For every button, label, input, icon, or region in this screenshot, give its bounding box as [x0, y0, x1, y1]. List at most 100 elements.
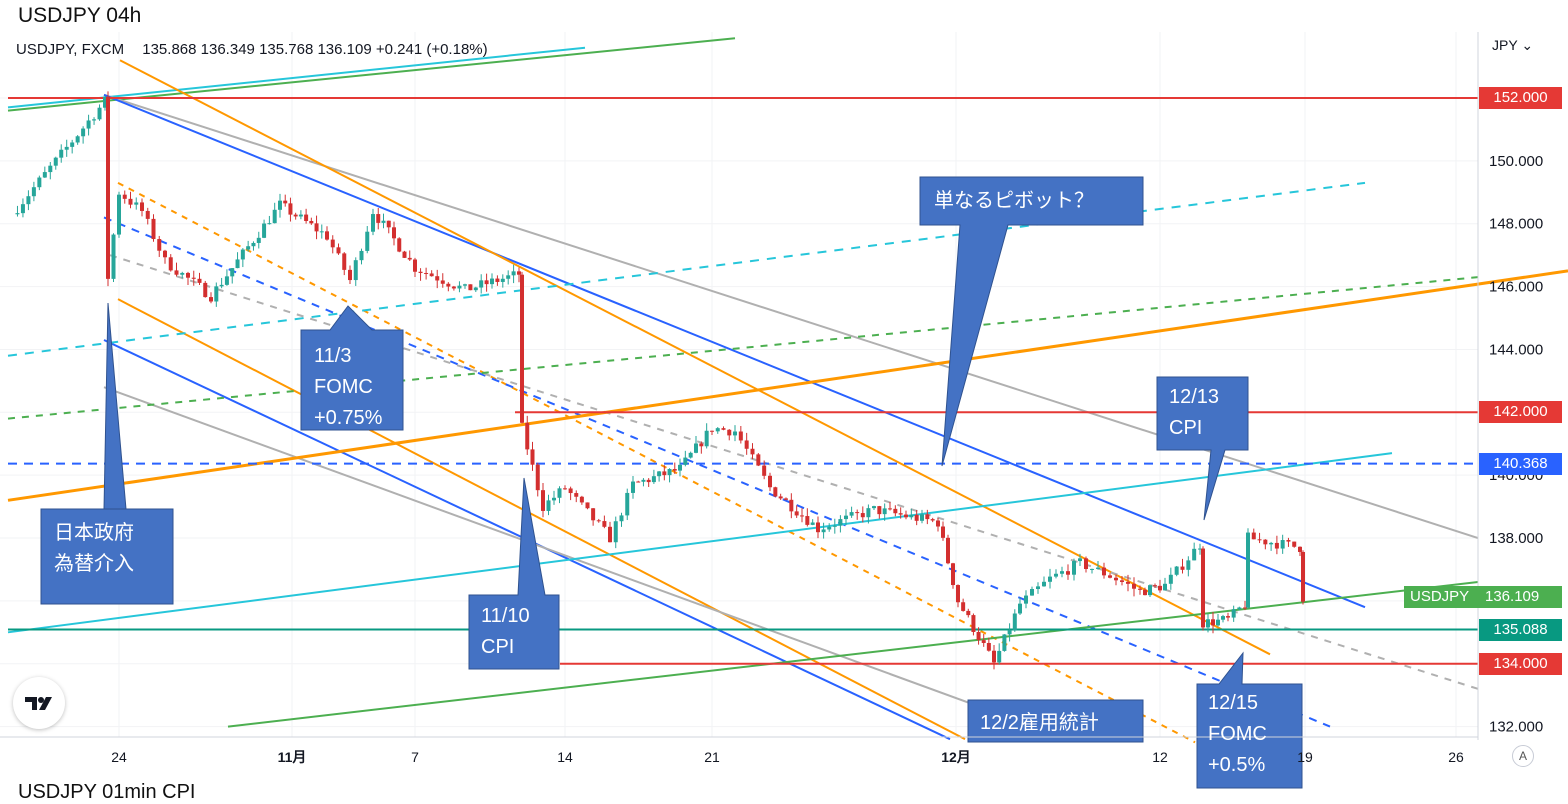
- level-lines: [8, 97, 1478, 665]
- candle-body: [1246, 532, 1250, 608]
- x-tick-label: 12: [1152, 749, 1168, 765]
- last-price-label[interactable]: USDJPY 136.109: [1404, 586, 1562, 609]
- level-price-label[interactable]: 134.000: [1479, 652, 1562, 675]
- candle-body: [1024, 595, 1028, 604]
- candle-body: [1192, 548, 1197, 561]
- candle-body: [1048, 576, 1052, 582]
- trend-line-blue-upper: [103, 93, 1366, 609]
- candle-body: [53, 157, 58, 166]
- candle-body: [1198, 548, 1202, 550]
- candle-body: [246, 246, 251, 250]
- callout-line: +0.5%: [1208, 754, 1266, 776]
- legend-symbol: USDJPY, FXCM: [16, 41, 125, 58]
- level-price-label[interactable]: 152.000: [1479, 87, 1562, 109]
- candle-body: [203, 282, 208, 298]
- candle-body: [209, 297, 213, 302]
- auto-scale-button[interactable]: A: [1512, 745, 1534, 767]
- x-tick-label: 19: [1297, 749, 1313, 765]
- candle-body: [651, 476, 656, 483]
- candle-body: [1257, 539, 1262, 541]
- callout-fomc-1215: [1196, 651, 1303, 789]
- candle-body: [816, 522, 820, 533]
- candle-body: [1280, 540, 1285, 549]
- candle-body: [429, 273, 434, 277]
- candle-body: [574, 493, 579, 497]
- candle-body: [457, 285, 462, 289]
- candle-body: [31, 187, 36, 197]
- level-price-label[interactable]: 135.088: [1479, 618, 1562, 641]
- candle-body: [283, 200, 288, 204]
- chevron-down-icon: ⌄: [1521, 37, 1534, 53]
- candle-body: [224, 276, 229, 285]
- candle-body: [762, 465, 767, 476]
- candle-body: [619, 515, 624, 522]
- candle-body: [744, 440, 749, 449]
- candle-body: [463, 284, 467, 286]
- callout-text: 12/13 CPI: [1169, 382, 1219, 444]
- candle-body: [353, 260, 358, 281]
- candle-body: [435, 276, 440, 281]
- candle-body: [1231, 609, 1236, 618]
- level-price-label[interactable]: 140.368: [1479, 452, 1562, 475]
- level-price-label[interactable]: 142.000: [1479, 401, 1562, 424]
- candle-body: [59, 149, 64, 158]
- candle-body: [1002, 634, 1007, 651]
- candle-body: [636, 481, 641, 483]
- candle-body: [773, 487, 778, 497]
- candle-body: [330, 239, 335, 248]
- candle-body: [976, 631, 981, 641]
- candle-body: [1263, 539, 1268, 545]
- candle-body: [1286, 540, 1291, 542]
- y-tick-label: 148.000: [1489, 216, 1543, 233]
- candle-body: [904, 514, 908, 518]
- candle-body: [1186, 560, 1191, 570]
- candle-body: [392, 227, 396, 239]
- candle-body: [898, 513, 903, 515]
- candle-body: [1206, 619, 1210, 628]
- candle-body: [888, 508, 892, 510]
- candle-body: [214, 286, 219, 302]
- callout-line: FOMC: [1208, 723, 1267, 745]
- candle-body: [667, 469, 672, 476]
- candle-body: [721, 428, 726, 430]
- candle-body: [546, 500, 551, 511]
- candle-body: [174, 270, 179, 275]
- callout-text: 11/3 FOMC +0.75%: [314, 341, 382, 434]
- candle-body: [92, 119, 97, 121]
- x-tick-label: 21: [704, 749, 720, 765]
- candle-body: [794, 511, 799, 516]
- candle-body: [789, 499, 794, 512]
- candle-body: [838, 519, 843, 526]
- candle-body: [336, 247, 341, 254]
- candle-body: [981, 640, 986, 643]
- candle-body: [1251, 532, 1256, 540]
- trend-line-green-rising: [227, 581, 1479, 728]
- candle-body: [117, 194, 121, 235]
- candle-body: [1072, 561, 1076, 575]
- candle-body: [26, 196, 31, 205]
- legend-low: 135.768: [259, 41, 314, 58]
- candle-body: [552, 497, 556, 501]
- candle-body: [495, 278, 500, 282]
- candle-body: [97, 107, 102, 120]
- candle-body: [535, 464, 540, 491]
- candle-body: [1153, 585, 1157, 587]
- candle-body: [20, 204, 25, 214]
- candle-body: [920, 514, 924, 521]
- y-tick-label: 150.000: [1489, 153, 1543, 170]
- callout-text: 日本政府 為替介入: [54, 518, 134, 580]
- currency-dropdown[interactable]: JPY ⌄: [1492, 37, 1533, 54]
- trend-lines: [7, 37, 1568, 744]
- x-tick-label: 12月: [941, 749, 971, 765]
- candle-body: [402, 251, 407, 258]
- ohlc-legend[interactable]: USDJPY, FXCM 135.868 136.349 135.768 136…: [16, 41, 488, 58]
- candle-body: [386, 220, 391, 228]
- candle-body: [484, 280, 489, 285]
- y-tick-label: 144.000: [1489, 341, 1543, 358]
- candle-body: [1054, 573, 1058, 577]
- page-title: USDJPY 04h: [18, 4, 142, 27]
- candle-body: [106, 96, 110, 279]
- trend-line-blue-dashed: [103, 216, 1331, 728]
- tradingview-logo[interactable]: [13, 677, 65, 729]
